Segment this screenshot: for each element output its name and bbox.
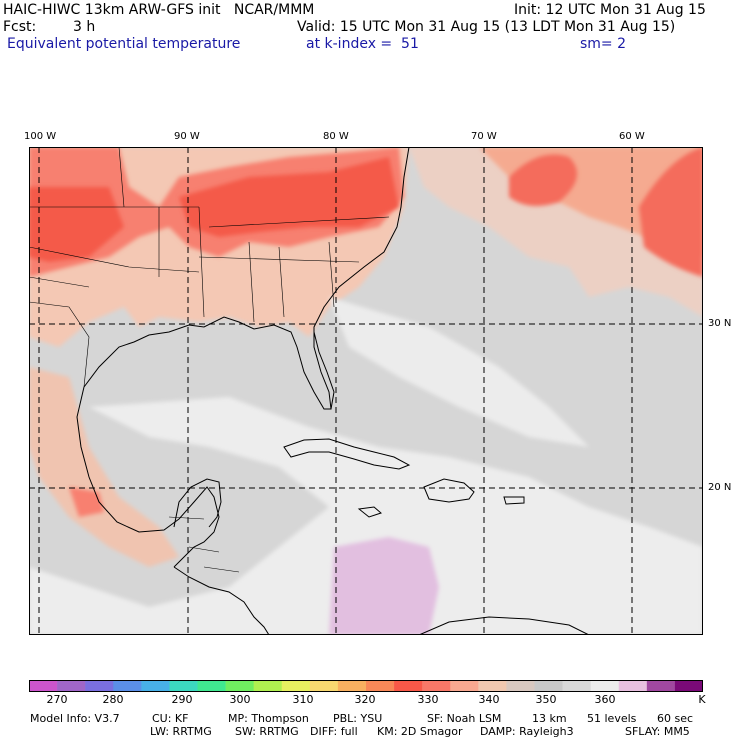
yucatan-outline (173, 478, 222, 528)
colorbar-swatch (29, 680, 58, 692)
vertical-levels: 51 levels (587, 712, 637, 725)
colorbar-swatch (253, 680, 283, 692)
colorbar (29, 680, 703, 692)
south-america-coast (418, 616, 590, 635)
map-frame (29, 147, 703, 635)
atlantic-hot-blob-2 (639, 147, 703, 277)
colorbar-swatch (590, 680, 620, 692)
colorbar-swatch (113, 680, 142, 692)
surface-layer-scheme: SFLAY: MM5 (625, 725, 690, 738)
texas-hot-core (29, 187, 124, 262)
cuba-outline (283, 438, 411, 470)
init-time: Init: 12 UTC Mon 31 Aug 15 (514, 2, 706, 18)
us-hottest-core (179, 157, 399, 237)
puerto-rico-outline (503, 496, 525, 505)
colorbar-tick-300: 300 (229, 693, 251, 706)
colorbar-swatch (618, 680, 648, 692)
colorbar-tick-310: 310 (292, 693, 314, 706)
microphysics-scheme: MP: Thompson (228, 712, 309, 725)
jamaica-outline (357, 506, 382, 518)
colorbar-unit: K (698, 693, 706, 706)
florida-peninsula (313, 331, 335, 410)
time-step: 60 sec (657, 712, 694, 725)
colorbar-swatch (562, 680, 591, 692)
colorbar-swatch (422, 680, 451, 692)
surface-scheme: SF: Noah LSM (427, 712, 502, 725)
diffusion-setting: DIFF: full (310, 725, 358, 738)
model-title: HAIC-HIWC 13km ARW-GFS init NCAR/MMM (3, 2, 315, 18)
lat-label-30n: 30 N (708, 318, 732, 329)
colorbar-tick-350: 350 (535, 693, 557, 706)
colorbar-tick-360: 360 (594, 693, 616, 706)
lat-label-20n: 20 N (708, 482, 732, 493)
forecast-hour: 3 h (73, 19, 96, 35)
colorbar-tick-270: 270 (46, 693, 68, 706)
colorbar-swatch (534, 680, 563, 692)
colorbar-swatch (450, 680, 479, 692)
colorbar-swatch (309, 680, 339, 692)
colorbar-tick-320: 320 (354, 693, 376, 706)
smoothing: sm= 2 (580, 36, 627, 52)
colorbar-swatch (337, 680, 367, 692)
colorbar-swatch (366, 680, 395, 692)
colorbar-swatch (506, 680, 535, 692)
mexico-coastline (76, 386, 220, 568)
model-version: Model Info: V3.7 (30, 712, 120, 725)
caribbean-light-field (29, 397, 703, 635)
pbl-scheme: PBL: YSU (333, 712, 383, 725)
colorbar-swatch (281, 680, 311, 692)
cumulus-scheme: CU: KF (152, 712, 189, 725)
shortwave-scheme: SW: RRTMG (235, 725, 299, 738)
lon-label-100w: 100 W (24, 131, 57, 142)
lavender-patch (329, 537, 439, 635)
field-name: Equivalent potential temperature (7, 36, 241, 52)
colorbar-frame (29, 680, 703, 692)
colorbar-swatch (646, 680, 676, 692)
colorbar-swatch (394, 680, 423, 692)
colorbar-tick-280: 280 (102, 693, 124, 706)
colorbar-swatch (169, 680, 198, 692)
mexico-hot-spot (69, 487, 104, 517)
colorbar-swatch (478, 680, 507, 692)
lon-label-90w: 90 W (174, 131, 200, 142)
colorbar-tick-290: 290 (171, 693, 193, 706)
bahamas-light-field (329, 297, 589, 447)
forecast-label: Fcst: (3, 19, 37, 35)
colorbar-swatch (225, 680, 254, 692)
grid-spacing: 13 km (532, 712, 567, 725)
atlantic-hot-blob (509, 154, 577, 206)
colorbar-swatch (85, 680, 114, 692)
colorbar-tick-340: 340 (478, 693, 500, 706)
hispaniola-outline (423, 478, 475, 503)
colorbar-swatch (197, 680, 226, 692)
us-coastline (83, 147, 410, 410)
level-index: at k-index = 51 (306, 36, 419, 52)
damping-setting: DAMP: Rayleigh3 (480, 725, 574, 738)
eddy-coefficient: KM: 2D Smagor (377, 725, 463, 738)
central-america-outline (173, 566, 270, 635)
state-borders (29, 147, 390, 323)
country-borders (29, 301, 240, 573)
lon-label-80w: 80 W (323, 131, 349, 142)
lon-label-60w: 60 W (619, 131, 645, 142)
valid-time: Valid: 15 UTC Mon 31 Aug 15 (13 LDT Mon … (297, 19, 676, 35)
longwave-scheme: LW: RRTMG (150, 725, 212, 738)
colorbar-swatch (57, 680, 86, 692)
colorbar-swatch (674, 680, 703, 692)
lon-label-70w: 70 W (471, 131, 497, 142)
theta-e-map (29, 147, 703, 635)
colorbar-swatch (141, 680, 170, 692)
colorbar-tick-330: 330 (417, 693, 439, 706)
mexico-warm-field (29, 367, 179, 567)
